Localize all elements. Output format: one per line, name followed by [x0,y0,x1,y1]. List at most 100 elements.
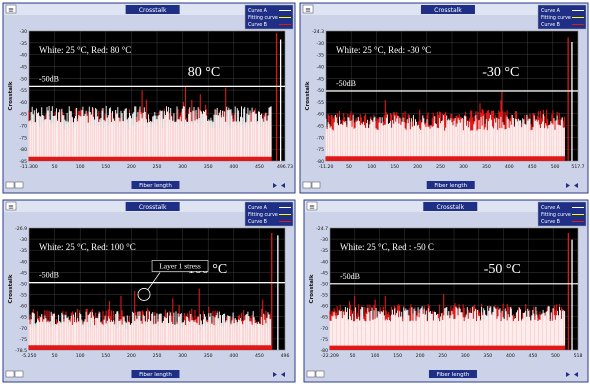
x-tick-label: -5.250 [22,353,37,359]
x-tick-label: 450 [255,164,264,170]
legend-entry: Fitting curve [541,15,571,21]
series-white-trace [329,306,566,346]
zoom-button[interactable] [302,181,312,189]
x-tick-label: 200 [416,353,425,359]
y-tick-label: -75 [316,147,324,153]
y-tick-label: -80 [19,147,27,153]
y-tick-label: -70 [316,135,324,141]
y-tick-label: -45 [19,270,27,276]
x-tick-label: 496.73 [277,164,293,170]
x-tick-label: 250 [438,353,447,359]
legend-entry: Curve B [248,219,267,225]
play-icon[interactable] [273,372,277,377]
pan-button[interactable] [315,370,325,378]
y-tick-label: -40 [320,259,328,265]
y-tick-label: -70 [19,326,27,332]
x-tick-label: 50 [52,164,58,170]
y-tick-label: -65 [316,124,324,130]
x-tick-label: 300 [461,353,470,359]
y-tick-label: -80 [316,159,324,165]
y-tick-label: -75 [320,337,328,343]
x-tick-label: 200 [127,353,136,359]
menu-icon: ≡ [309,203,315,211]
play-icon[interactable] [566,183,570,188]
y-tick-label: -45 [316,76,324,82]
legend-entry: Fitting curve [248,212,278,218]
legend-entry: Curve B [541,22,560,28]
zoom-button[interactable] [306,370,316,378]
zoom-button[interactable] [5,370,15,378]
x-tick-label: 496 [281,353,290,359]
legend-entry: Curve A [541,205,561,211]
y-axis-label: Crosstalk [8,274,14,303]
menu-button[interactable] [306,201,318,211]
x-tick-label: 300 [178,164,187,170]
y-tick-label: -40 [316,64,324,70]
chart-title: 80 °C [188,65,220,80]
x-tick-label: 100 [76,353,85,359]
play-icon[interactable] [273,183,277,188]
y-tick-label: -30 [320,237,328,243]
legend-entry: Curve B [541,219,560,225]
x-tick-label: 200 [127,164,136,170]
menu-button[interactable] [5,4,17,14]
legend-entry: Curve A [248,8,268,14]
y-axis-label: Crosstalk [8,81,14,110]
x-tick-label: 450 [529,353,538,359]
y-tick-label: -35 [19,248,27,254]
y-tick-label: -50 [19,76,27,82]
x-tick-label: -22.209 [321,353,339,359]
y-tick-label: -50 [19,281,27,287]
window-title: Crosstalk [139,7,167,14]
menu-button[interactable] [5,201,17,211]
x-tick-label: 300 [459,164,468,170]
y-tick-label: -55 [316,100,324,106]
y-tick-label: -75 [19,135,27,141]
zoom-button[interactable] [5,181,15,189]
menu-icon: ≡ [8,6,14,14]
x-tick-label: 250 [436,164,445,170]
chart-title: -30 °C [482,65,519,80]
y-tick-label: -85 [19,159,27,165]
x-tick-label: 517.7 [571,164,584,170]
rewind-icon[interactable] [574,372,578,377]
rewind-icon[interactable] [574,183,578,188]
x-tick-label: 150 [101,164,110,170]
rewind-icon[interactable] [281,183,285,188]
condition-label: White: 25 °C, Red: 100 °C [39,242,136,252]
x-label-box [131,181,180,189]
x-tick-label: 250 [153,164,162,170]
y-tick-label: -24.3 [312,29,324,35]
x-tick-label: 518 [574,353,583,359]
menu-icon: ≡ [8,203,14,211]
x-label-box [131,370,180,378]
x-tick-label: -11.20 [319,164,334,170]
x-tick-label: 150 [390,164,399,170]
threshold-label: -50dB [340,272,360,281]
y-tick-label: -60 [19,100,27,106]
series-white-trace [325,114,565,157]
x-label-box [428,370,477,378]
menu-button[interactable] [302,4,314,14]
y-tick-label: -35 [316,53,324,59]
pan-button[interactable] [14,181,24,189]
window-title-box [423,202,478,211]
y-tick-label: -45 [19,64,27,70]
y-tick-label: -45 [320,270,328,276]
y-tick-label: -65 [19,112,27,118]
x-tick-label: 150 [101,353,110,359]
x-axis-label: Fiber length [139,372,172,378]
play-icon[interactable] [566,372,570,377]
x-tick-label: 450 [255,353,264,359]
threshold-label: -50dB [336,79,356,88]
x-tick-label: 450 [528,164,537,170]
y-axis-label: Crosstalk [305,81,311,110]
pan-button[interactable] [311,181,321,189]
y-tick-label: -40 [19,259,27,265]
pan-button[interactable] [14,370,24,378]
rewind-icon[interactable] [281,372,285,377]
x-axis-label: Fiber length [437,372,470,378]
x-tick-label: 100 [367,164,376,170]
